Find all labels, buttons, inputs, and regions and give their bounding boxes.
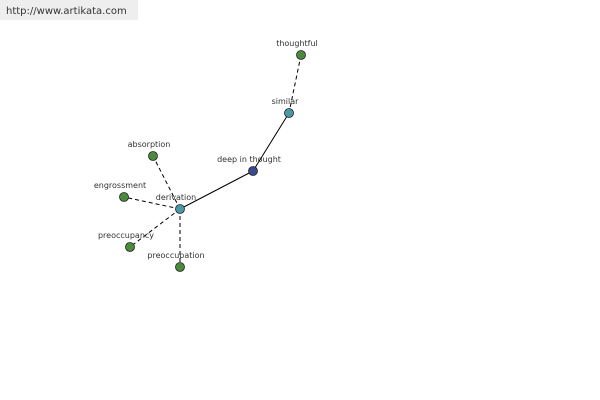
node [296,50,306,60]
node [284,108,294,118]
url-text: http://www.artikata.com [6,6,127,17]
edges [123,54,302,267]
edge [252,112,290,172]
edge [123,196,181,210]
edge [179,170,254,210]
node [248,166,258,176]
node [148,151,158,161]
node [119,192,129,202]
node-label: preoccupancy [98,231,154,240]
node-label: engrossment [94,181,146,190]
node [125,242,135,252]
node-label: similar [272,97,300,106]
node-label: absorption [128,140,171,149]
edge [288,54,302,114]
node-label: preoccupation [147,251,204,260]
url-banner [0,0,138,20]
node [175,262,185,272]
nodes: thoughtful similar deep in thought derivati… [94,39,318,272]
node [175,204,185,214]
node-label: deep in thought [217,155,281,164]
node-label: derivation [156,193,196,202]
node-label: thoughtful [276,39,318,48]
edge [129,208,181,248]
edge [152,155,181,210]
